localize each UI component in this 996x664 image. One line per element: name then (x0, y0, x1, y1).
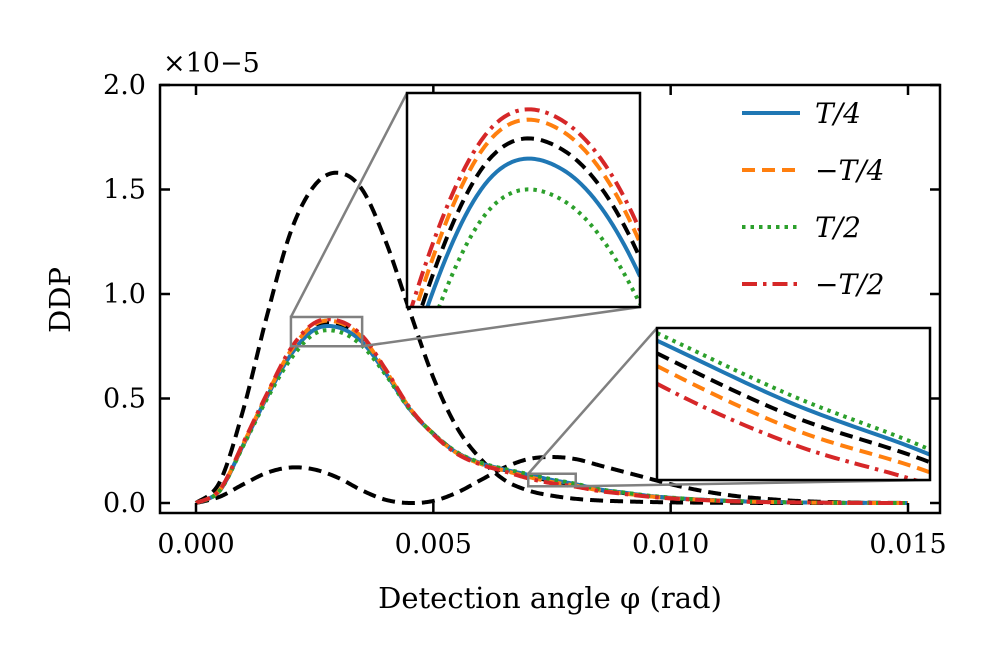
inset2-series-reference-2 (657, 351, 930, 465)
zoom-connector (289, 92, 409, 318)
inset-2 (655, 326, 932, 482)
legend-label: T/2 (815, 211, 861, 244)
y-tick-label: 0.0 (103, 488, 146, 519)
x-tick-label: 0.015 (869, 529, 946, 560)
main-series-reference-0 (194, 170, 910, 506)
legend: T/4 −T/4 T/2 −T/2 (742, 97, 884, 301)
inset-1 (405, 91, 642, 309)
legend-entry: −T/4 (742, 154, 884, 187)
legend-label: −T/2 (815, 268, 884, 301)
y-tick-label: 2.0 (103, 70, 146, 101)
zoom-region-1 (289, 315, 364, 348)
x-tick-label: 0.005 (395, 529, 472, 560)
legend-label: −T/4 (815, 154, 884, 187)
plot-frame (158, 83, 942, 515)
inset2-series-t4 (657, 338, 930, 457)
zoom-connector (527, 327, 658, 475)
inset-lines (409, 107, 640, 307)
legend-label: T/4 (815, 97, 861, 130)
inset1-series-t2 (436, 187, 640, 307)
y-tick-label: 0.5 (103, 384, 146, 415)
inset1-series-reference-2 (419, 136, 640, 307)
y-tick-label: 1.0 (103, 279, 146, 310)
inset2-series-t4-neg (657, 364, 930, 475)
x-tick-label: 0.000 (157, 529, 234, 560)
y-multiplier: ×10−5 (163, 48, 260, 79)
y-tick-label: 1.5 (103, 175, 146, 206)
inset1-series-t4 (425, 156, 640, 307)
inset1-series-t2-neg (409, 107, 640, 307)
inset1-series-t4-neg (414, 117, 640, 307)
zoom-indicators (289, 92, 931, 488)
main-series-t2-neg (194, 317, 910, 506)
legend-entry: T/4 (742, 97, 861, 130)
inset2-series-t2 (657, 331, 930, 452)
inset-lines (657, 331, 930, 480)
legend-entry: −T/2 (742, 268, 884, 301)
insets (405, 91, 932, 482)
inset-background (407, 93, 640, 307)
inset-frame (655, 326, 932, 482)
y-axis-label: DDP (43, 267, 77, 333)
inset-frame (405, 91, 642, 309)
x-tick-label: 0.010 (632, 529, 709, 560)
zoom-region-2 (527, 472, 577, 488)
x-axis-label: Detection angle φ (rad) (378, 581, 722, 615)
axis-ticks: 0.000 0.005 0.010 0.015 0.0 0.5 1.0 1.5 2.0 (103, 70, 947, 560)
inset2-series-t2-neg (657, 381, 922, 480)
main-plot-lines (194, 170, 910, 506)
zoom-connector (361, 305, 641, 348)
legend-entry: T/2 (742, 211, 861, 244)
